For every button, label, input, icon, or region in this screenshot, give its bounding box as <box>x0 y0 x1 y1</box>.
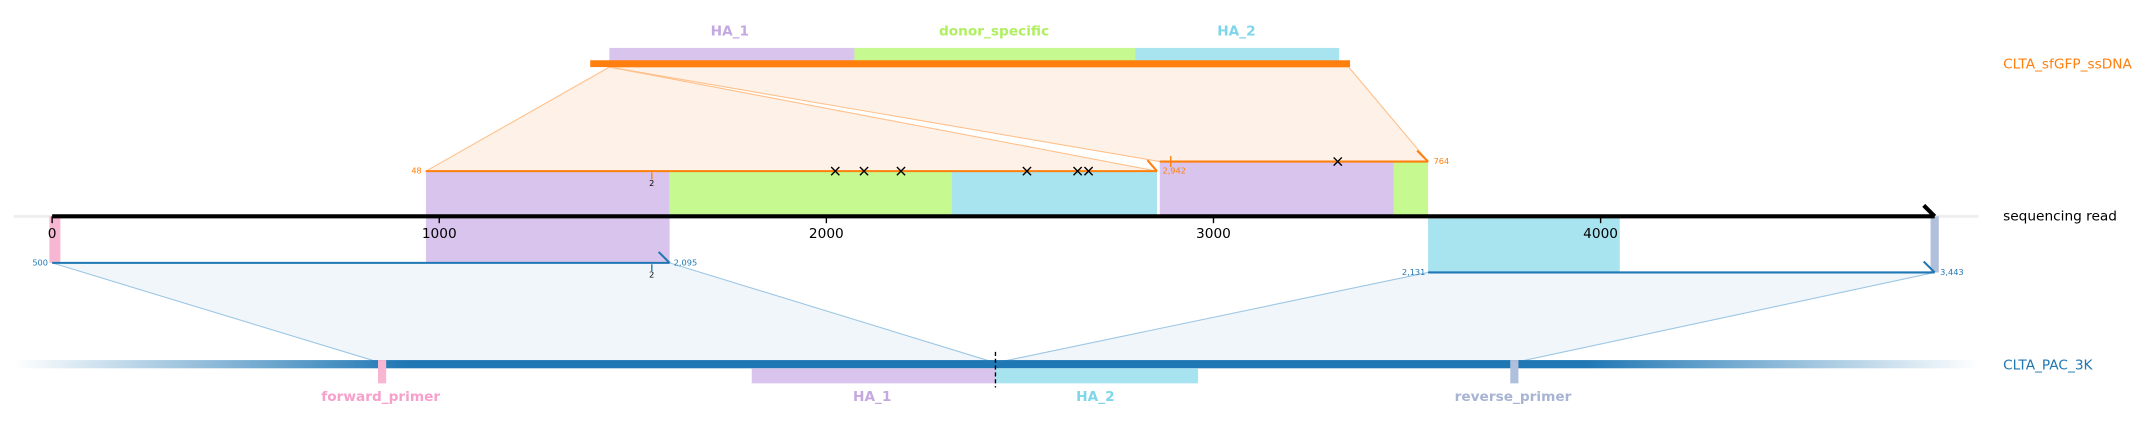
coordinate-label: 2,095 <box>674 257 697 267</box>
feature <box>1159 161 1394 217</box>
x-tick-label: 3000 <box>1196 226 1231 242</box>
alignment-region <box>51 262 996 364</box>
feature <box>751 368 996 384</box>
coordinate-label: 764 <box>1434 156 1450 166</box>
coordinate-label: 3,443 <box>1940 267 1963 277</box>
alignment-end <box>1922 260 1936 274</box>
reference-bar <box>13 360 1979 369</box>
sequence-name: sequencing read <box>2003 208 2117 224</box>
feature <box>609 47 855 62</box>
alignment-region <box>995 271 1935 364</box>
ssdna-bar <box>590 60 1351 68</box>
feature <box>377 360 387 384</box>
alignment-end <box>1416 149 1429 163</box>
feature-label: donor_specific <box>939 23 1049 39</box>
shapes <box>13 47 1979 388</box>
feature-label: forward_primer <box>321 389 440 405</box>
feature-label: reverse_primer <box>1455 389 1572 405</box>
alignment-end <box>1146 159 1158 172</box>
mismatch <box>830 166 840 176</box>
mismatch <box>859 166 869 176</box>
feature <box>995 368 1199 384</box>
feature <box>951 171 1158 217</box>
mismatch <box>896 166 906 176</box>
feature-label: HA_2 <box>1076 389 1114 405</box>
feature <box>425 216 670 263</box>
feature-label: HA_1 <box>853 389 891 405</box>
coordinate-label: 2 <box>649 270 654 280</box>
x-tick-label: 0 <box>48 226 57 242</box>
mismatch <box>1022 166 1032 176</box>
feature <box>49 216 61 263</box>
coordinate-label: 2,131 <box>1402 267 1425 277</box>
feature <box>854 47 1136 62</box>
coordinate-label: 2,942 <box>1162 166 1185 176</box>
x-tick-label: 4000 <box>1583 226 1618 242</box>
alignment-end <box>657 251 671 264</box>
sequence-name: CLTA_PAC_3K <box>2003 358 2093 374</box>
coordinate-label: 2 <box>649 178 654 188</box>
x-tick-label: 1000 <box>422 226 457 242</box>
feature <box>1930 216 1939 273</box>
coordinate-label: 500 <box>32 257 48 267</box>
feature <box>425 171 670 217</box>
feature <box>1135 47 1340 62</box>
feature-label: HA_1 <box>711 23 749 39</box>
mismatch <box>1073 166 1083 176</box>
mismatch <box>1083 166 1094 176</box>
feature <box>669 171 952 217</box>
x-tick-label: 2000 <box>809 226 844 242</box>
feature-label: HA_2 <box>1217 23 1255 39</box>
feature <box>1510 360 1519 384</box>
mismatch <box>1333 156 1343 167</box>
coordinate-label: 48 <box>411 166 421 176</box>
sequence-name: CLTA_sfGFP_ssDNA <box>2003 56 2132 72</box>
feature <box>1393 161 1429 217</box>
feature <box>1428 216 1620 273</box>
read-end <box>1922 203 1937 218</box>
